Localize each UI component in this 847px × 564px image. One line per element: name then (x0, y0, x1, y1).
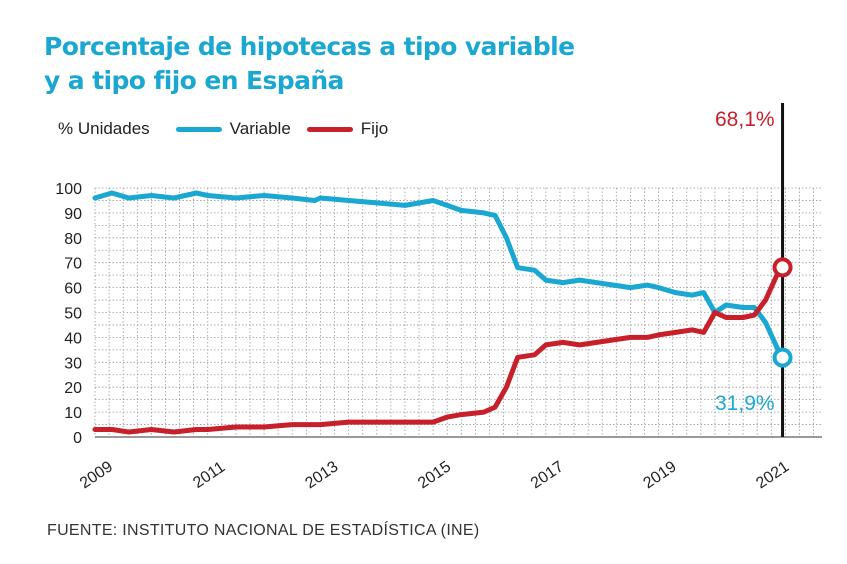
y-tick-label-90: 90 (64, 206, 82, 223)
y-tick-label-30: 30 (64, 355, 82, 372)
unit-label: % Unidades (58, 119, 150, 138)
chart-legend: % Unidades Variable Fijo (58, 119, 404, 139)
chart-title-line-1: Porcentaje de hipotecas a tipo variable (44, 32, 575, 61)
x-tick-label-2017: 2017 (528, 458, 567, 492)
legend-label-fijo: Fijo (360, 119, 389, 138)
legend-swatch-fijo (306, 126, 353, 132)
callout-label-fijo: 68,1% (715, 108, 775, 131)
y-tick-label-80: 80 (64, 231, 82, 248)
y-tick-label-100: 100 (55, 181, 82, 198)
legend-label-variable: Variable (229, 119, 291, 138)
x-tick-label-2011: 2011 (190, 459, 228, 492)
legend-item-fijo: Fijo (306, 119, 389, 139)
y-tick-label-20: 20 (64, 380, 82, 397)
y-tick-label-70: 70 (64, 256, 82, 273)
x-tick-label-2013: 2013 (302, 458, 341, 492)
y-tick-label-60: 60 (64, 281, 82, 298)
y-tick-label-40: 40 (64, 330, 82, 347)
end-point-variable (772, 347, 793, 368)
x-tick-label-2015: 2015 (415, 458, 454, 492)
y-tick-label-50: 50 (64, 306, 82, 323)
y-tick-label-10: 10 (64, 405, 82, 422)
callout-label-variable: 31,9% (715, 392, 775, 415)
legend-item-variable: Variable (175, 119, 291, 139)
source-note: FUENTE: INSTITUTO NACIONAL DE ESTADÍSTIC… (47, 522, 480, 539)
x-tick-label-2009: 2009 (77, 458, 116, 492)
y-tick-label-0: 0 (73, 430, 82, 447)
chart-title: Porcentaje de hipotecas a tipo variable … (44, 30, 744, 98)
series-line-fijo (92, 264, 786, 435)
grid (94, 187, 822, 438)
x-tick-label-2019: 2019 (641, 458, 680, 492)
x-tick-label-2021: 2021 (753, 458, 792, 492)
legend-swatch-variable (175, 126, 222, 132)
series-line-variable (92, 190, 786, 361)
chart-title-line-2: y a tipo fijo en España (44, 66, 344, 95)
end-point-fijo (772, 257, 793, 278)
